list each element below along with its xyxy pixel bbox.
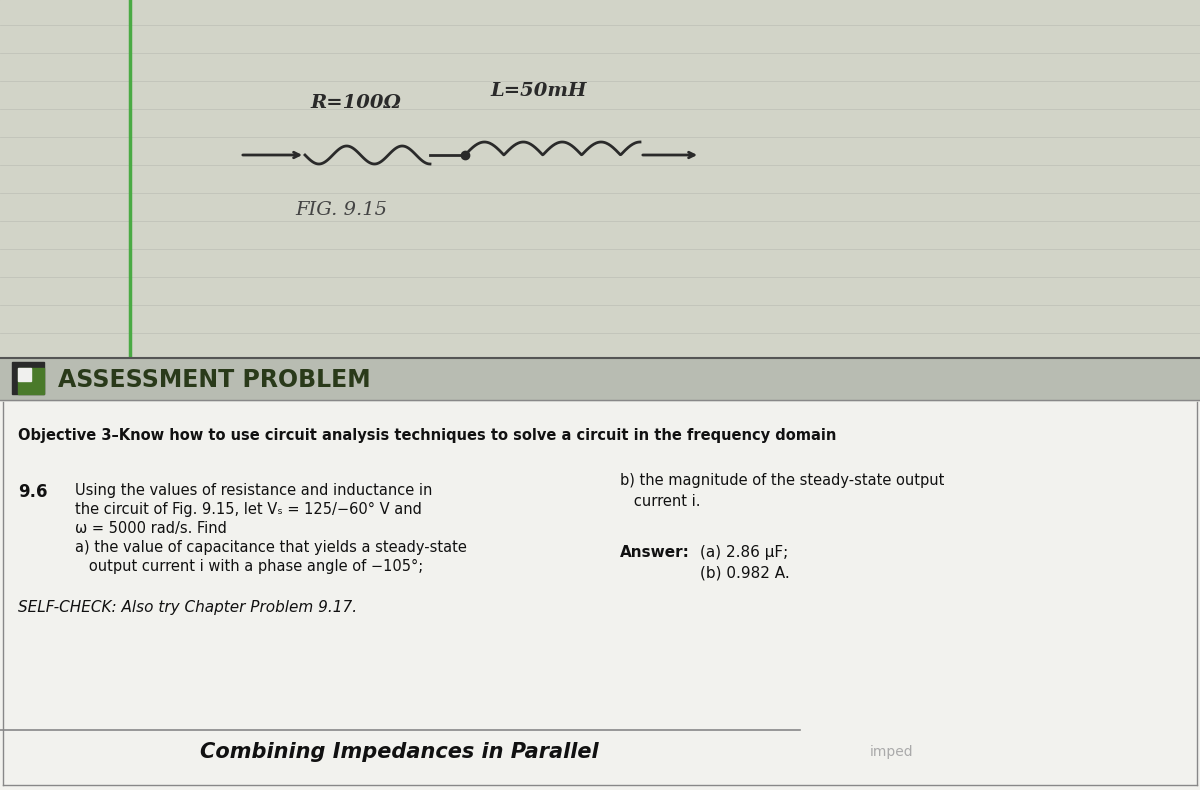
Text: 9.6: 9.6 [18,483,48,501]
Text: the circuit of Fig. 9.15, let Vₛ = 125/−60° V and: the circuit of Fig. 9.15, let Vₛ = 125/−… [74,502,422,517]
Text: Combining Impedances in Parallel: Combining Impedances in Parallel [200,742,599,762]
Text: (a) 2.86 μF;: (a) 2.86 μF; [700,545,788,560]
Text: imped: imped [870,745,913,759]
Text: (b) 0.982 A.: (b) 0.982 A. [700,565,790,580]
Text: FIG. 9.15: FIG. 9.15 [295,201,386,219]
Text: a) the value of capacitance that yields a steady-state: a) the value of capacitance that yields … [74,540,467,555]
Bar [18,368,31,381]
Text: ASSESSMENT PROBLEM: ASSESSMENT PROBLEM [58,368,371,392]
Bar [0,358,1200,400]
Text: ω = 5000 rad/s. Find: ω = 5000 rad/s. Find [74,521,227,536]
Text: SELF-CHECK: Also try Chapter Problem 9.17.: SELF-CHECK: Also try Chapter Problem 9.1… [18,600,358,615]
Text: Using the values of resistance and inductance in: Using the values of resistance and induc… [74,483,432,498]
Bar [0,400,1200,790]
Text: R=100Ω: R=100Ω [310,94,401,112]
Text: L=50mH: L=50mH [490,82,587,100]
Text: b) the magnitude of the steady-state output
   current i.: b) the magnitude of the steady-state out… [620,473,944,509]
Text: output current i with a phase angle of −105°;: output current i with a phase angle of −… [74,559,424,574]
Text: Objective 3–Know how to use circuit analysis techniques to solve a circuit in th: Objective 3–Know how to use circuit anal… [18,428,836,443]
Text: Answer:: Answer: [620,545,690,560]
Bar [12,362,44,394]
Bar [0,0,1200,360]
Bar [18,368,44,394]
